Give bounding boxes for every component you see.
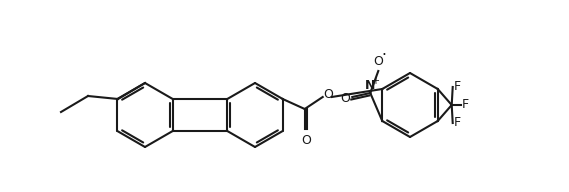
Text: ·: · [382, 48, 387, 63]
Text: N: N [365, 79, 376, 92]
Text: F: F [461, 98, 469, 112]
Text: F: F [453, 80, 461, 94]
Text: O: O [301, 134, 311, 147]
Text: O: O [324, 89, 333, 102]
Text: O: O [340, 92, 351, 104]
Text: +: + [372, 76, 380, 86]
Text: O: O [373, 55, 384, 68]
Text: F: F [453, 117, 461, 129]
